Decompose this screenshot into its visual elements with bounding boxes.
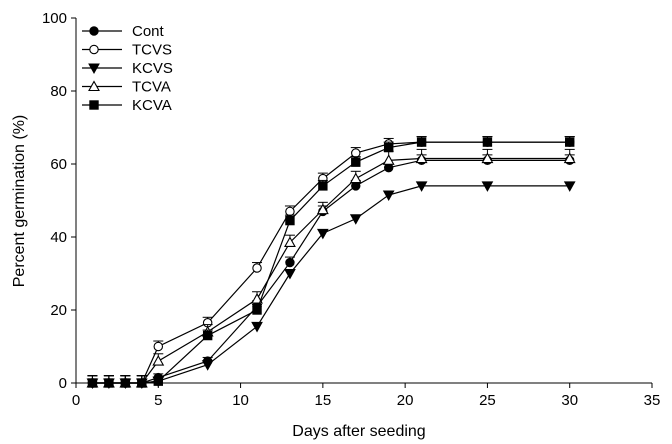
data-point <box>349 172 362 184</box>
legend-item-kcvs: KCVS <box>82 60 173 77</box>
x-tick-label: 0 <box>72 392 80 409</box>
y-tick-label: 100 <box>42 10 67 27</box>
data-point <box>318 181 328 191</box>
series-kcva <box>87 136 575 388</box>
y-tick-label: 40 <box>50 229 67 246</box>
series-line <box>92 185 570 384</box>
y-tick-label: 0 <box>59 375 67 392</box>
legend-marker <box>88 63 100 75</box>
x-axis-title: Days after seeding <box>292 423 425 440</box>
data-point <box>482 137 493 147</box>
legend-label: KCVA <box>132 97 172 114</box>
data-point <box>251 292 263 304</box>
y-tick-label: 60 <box>50 156 67 173</box>
series-line <box>92 157 570 384</box>
legend-label: KCVS <box>132 60 173 77</box>
data-point <box>416 137 427 147</box>
legend-marker <box>89 100 99 110</box>
data-point <box>202 330 213 341</box>
data-point <box>104 378 114 388</box>
axes: 0 5 10 15 20 25 30 35 0 20 40 60 80 100 <box>42 10 660 409</box>
series-layer <box>86 136 576 390</box>
data-point <box>316 203 329 215</box>
legend-item-tcvs: TCVS <box>82 42 172 59</box>
data-point <box>563 181 576 192</box>
data-point <box>351 157 361 167</box>
data-point <box>382 154 395 165</box>
legend-marker <box>88 80 100 92</box>
data-point <box>152 354 165 366</box>
data-point <box>137 378 147 388</box>
data-point <box>349 214 362 225</box>
series-tcvs <box>87 136 575 388</box>
legend-label: TCVA <box>132 79 171 96</box>
series-kcvs <box>86 181 576 390</box>
data-point <box>383 142 394 153</box>
data-point <box>284 236 296 248</box>
series-cont <box>87 154 575 388</box>
x-tick-label: 30 <box>561 392 578 409</box>
data-point <box>285 215 295 226</box>
legend-item-tcva: TCVA <box>82 79 171 96</box>
data-point <box>285 206 295 217</box>
series-line <box>92 141 570 384</box>
data-point <box>481 181 494 192</box>
data-point <box>251 321 263 333</box>
data-point <box>120 378 131 388</box>
legend-label: Cont <box>132 23 165 40</box>
data-point <box>565 137 575 147</box>
data-point <box>481 152 494 164</box>
data-point <box>317 228 329 240</box>
legend-marker <box>89 44 99 55</box>
series-line <box>92 141 570 384</box>
data-point <box>201 360 214 371</box>
data-point <box>153 376 163 386</box>
legend-marker <box>89 26 99 36</box>
y-tick-label: 20 <box>50 302 67 319</box>
data-point <box>415 181 428 192</box>
data-point <box>87 378 98 388</box>
legend-item-cont: Cont <box>82 23 165 40</box>
legend-label: TCVS <box>132 42 172 59</box>
data-point <box>153 341 164 352</box>
data-point <box>252 305 262 315</box>
data-point <box>351 148 361 158</box>
data-point <box>284 269 296 280</box>
x-tick-label: 20 <box>397 392 414 409</box>
data-point <box>563 152 576 164</box>
data-point <box>415 152 428 164</box>
legend-item-kcva: KCVA <box>82 97 172 114</box>
x-tick-label: 35 <box>644 392 661 409</box>
data-point <box>252 263 262 273</box>
y-tick-label: 80 <box>50 83 67 100</box>
series-tcva <box>86 148 576 388</box>
y-axis-title: Percent germination (%) <box>11 115 28 288</box>
x-tick-label: 10 <box>232 392 249 409</box>
series-line <box>92 159 570 384</box>
data-point <box>285 257 295 268</box>
x-tick-label: 15 <box>315 392 332 409</box>
x-tick-label: 25 <box>479 392 496 409</box>
data-point <box>382 190 395 202</box>
x-tick-label: 5 <box>154 392 162 409</box>
